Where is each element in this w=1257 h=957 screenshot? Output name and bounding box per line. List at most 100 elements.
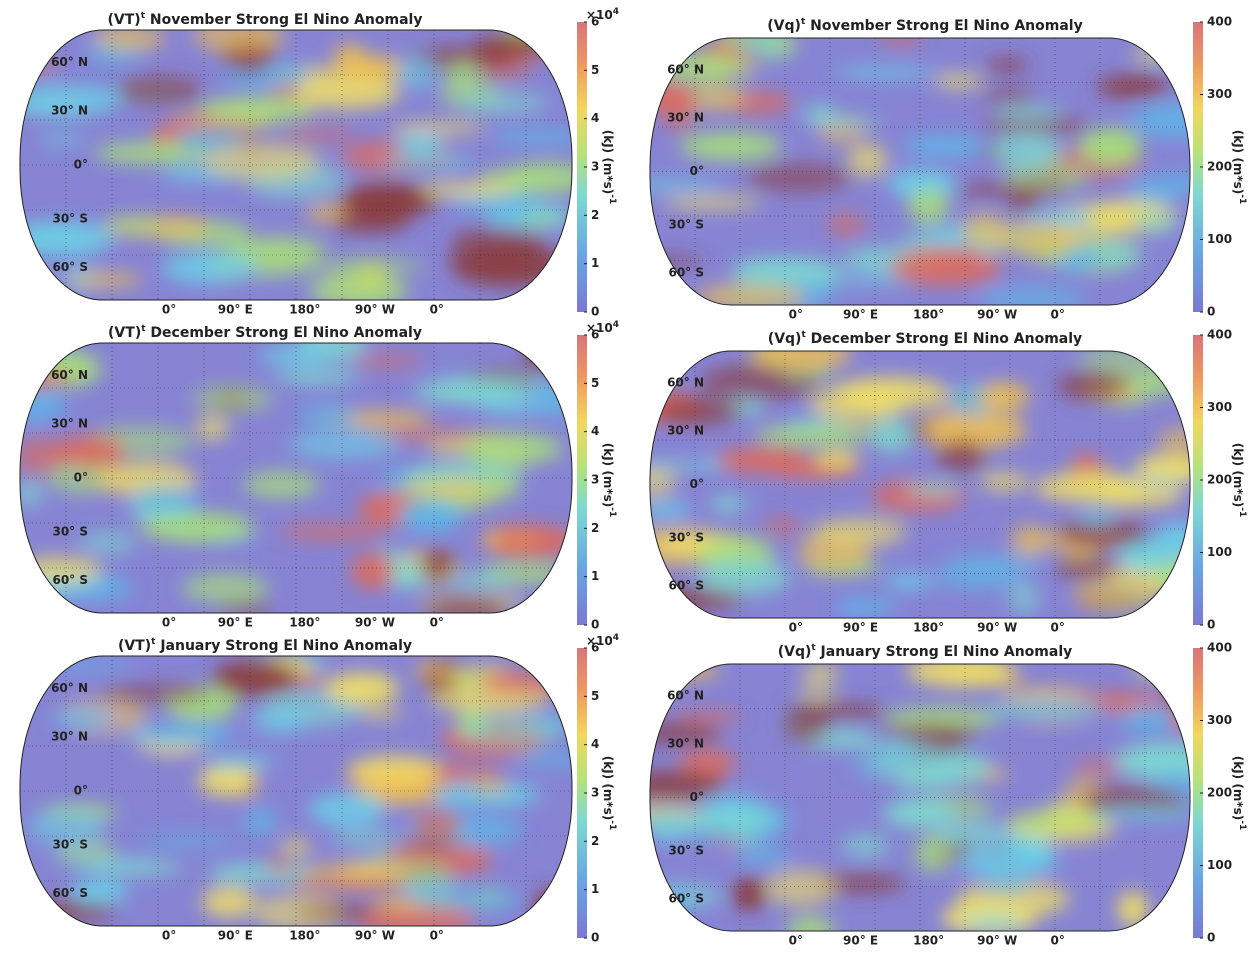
lon-label: 0°	[1051, 308, 1065, 322]
field-blob	[613, 771, 725, 799]
multiplier-exp: 4	[613, 633, 619, 643]
field-blob	[456, 92, 548, 114]
colorbar-tick-label: 5	[591, 376, 599, 390]
colorbar-tick-label: 0	[1207, 305, 1215, 319]
colorbar-label-sup: -1	[608, 820, 618, 830]
panel-title: (VT)t December Strong El Nino Anomaly	[108, 324, 422, 342]
lat-label: 0°	[690, 164, 704, 178]
field-blob	[914, 834, 951, 872]
field-blob	[204, 143, 320, 180]
field-blob	[280, 524, 385, 540]
field-blob	[1120, 706, 1174, 733]
field-blob	[692, 813, 781, 827]
field-blob	[477, 473, 521, 500]
lon-label: 90° E	[218, 303, 253, 317]
lat-label: 60° N	[667, 63, 704, 77]
field-blob	[1008, 192, 1039, 210]
field-blob	[213, 659, 298, 696]
title-main: (Vq)	[768, 331, 802, 347]
field-blob	[268, 86, 303, 97]
lat-label: 0°	[74, 471, 88, 485]
field-blob	[264, 858, 295, 873]
field-blob	[396, 135, 444, 154]
field-blob	[461, 432, 563, 464]
field-blob	[196, 416, 229, 440]
field-blob	[496, 528, 526, 553]
lat-label: 60° N	[667, 376, 704, 390]
field-blob	[290, 76, 401, 109]
field-blob	[116, 76, 202, 104]
field-blob	[696, 284, 806, 310]
field-blob	[1078, 344, 1175, 373]
field-blob	[535, 41, 602, 60]
colorbar-tick-label: 1	[591, 256, 599, 270]
figure: (VT)t November Strong El Nino Anomaly 60°…	[0, 0, 1257, 957]
field-blob	[814, 451, 859, 467]
field-blob	[41, 134, 85, 146]
field-blob	[883, 799, 954, 827]
field-blob	[984, 58, 1029, 73]
map	[616, 339, 1222, 618]
lon-label: 0°	[789, 308, 803, 322]
map	[613, 652, 1225, 943]
field-blob	[202, 887, 257, 918]
field-blob	[756, 425, 874, 444]
lat-label: 60° S	[668, 891, 704, 905]
lat-label: 0°	[74, 784, 88, 798]
field-blob	[1093, 242, 1142, 268]
field-blob	[798, 689, 837, 699]
colorbar-tick-label: 0	[591, 618, 599, 632]
field-blob	[456, 715, 565, 745]
panel-title: (Vq)t November Strong El Nino Anomaly	[767, 17, 1082, 35]
field-blob	[524, 336, 566, 370]
panel-title: (VT)t November Strong El Nino Anomaly	[108, 11, 423, 29]
field-blob	[937, 440, 985, 472]
field-blob	[127, 725, 235, 745]
field-blob	[81, 861, 184, 875]
lat-label: 30° S	[668, 843, 704, 857]
colorbar-tick-label: 4	[591, 737, 599, 751]
lat-label: 30° N	[667, 424, 704, 438]
colorbar-tick-label: 0	[1207, 931, 1215, 945]
lat-label: 60° S	[52, 886, 88, 900]
field-blob	[663, 196, 760, 208]
field-blob	[1010, 524, 1045, 556]
colorbar-tick-label: 0	[591, 931, 599, 945]
field-blob	[280, 839, 311, 854]
lon-label: 0°	[789, 934, 803, 948]
multiplier-exp: 4	[613, 320, 619, 330]
field-blob	[450, 226, 545, 261]
colorbar-tick-label: 300	[1207, 713, 1232, 727]
field-blob	[907, 656, 1015, 687]
lon-label: 0°	[1051, 621, 1065, 635]
field-blob	[288, 430, 399, 459]
field-blob	[675, 711, 743, 723]
field-blob	[66, 273, 142, 286]
lat-label: 60° N	[51, 681, 88, 695]
multiplier-exp: 4	[613, 7, 619, 17]
colorbar-tick-label: 100	[1207, 858, 1232, 872]
colorbar-label-sup: -1	[1238, 194, 1248, 204]
field-blob	[1079, 128, 1141, 165]
field-blob	[991, 221, 1082, 255]
field-blob	[1089, 806, 1194, 819]
lon-label: 180°	[289, 303, 320, 317]
field-blob	[640, 502, 691, 519]
field-blob	[764, 519, 802, 532]
field-blob	[445, 61, 481, 91]
multiplier-base: ×10	[586, 321, 613, 335]
field-blob	[506, 162, 589, 194]
colorbar-label-sup: -1	[1238, 820, 1248, 830]
colorbar-tick-label: 400	[1207, 328, 1232, 342]
lon-label: 180°	[289, 929, 320, 943]
field-blob	[980, 473, 1029, 490]
colorbar-label-main: (kJ) (m*s)	[602, 756, 616, 820]
title-main: (VT)	[118, 638, 151, 654]
colorbar-tick-label: 3	[591, 160, 599, 174]
field-blob	[389, 122, 487, 133]
field-blob	[251, 711, 308, 734]
colorbar-tick-label: 200	[1207, 473, 1232, 487]
lon-label: 180°	[913, 621, 944, 635]
map	[0, 18, 602, 309]
field-blob	[890, 250, 1002, 286]
